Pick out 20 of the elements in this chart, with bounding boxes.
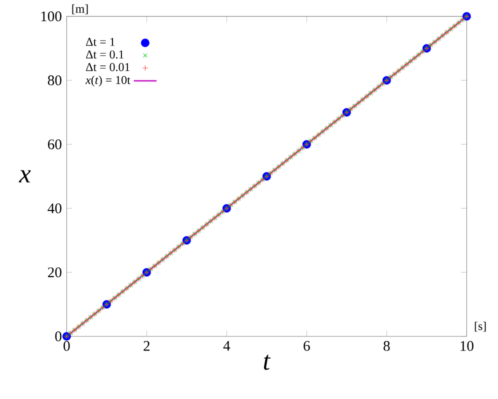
y-tick-label: 60 <box>48 139 62 150</box>
text: [m] <box>72 4 88 14</box>
x-tick-label: 6 <box>304 341 310 351</box>
x-tick-label: 0 <box>64 341 70 351</box>
legend-label: x(t) = 10t <box>85 76 130 86</box>
y-tick-label: 20 <box>48 267 62 278</box>
y-axis-title: x <box>18 170 31 182</box>
legend-label: Δt = 0.01 <box>86 63 130 72</box>
y-tick-label: 100 <box>41 11 62 22</box>
x-tick-label: 8 <box>384 341 390 351</box>
x-tick-label: 10 <box>460 341 474 351</box>
y-tick-label: 0 <box>55 331 62 342</box>
text: [s] <box>474 322 486 332</box>
x-axis-title: t <box>264 354 271 370</box>
legend-label: Δt = 1 <box>86 38 115 46</box>
y-tick-label: 80 <box>48 75 62 86</box>
x-tick-label: 2 <box>144 341 150 351</box>
y-tick-label: 40 <box>48 203 62 214</box>
x-tick-label: 4 <box>223 341 230 351</box>
legend-label: Δt = 0.1 <box>86 50 124 59</box>
